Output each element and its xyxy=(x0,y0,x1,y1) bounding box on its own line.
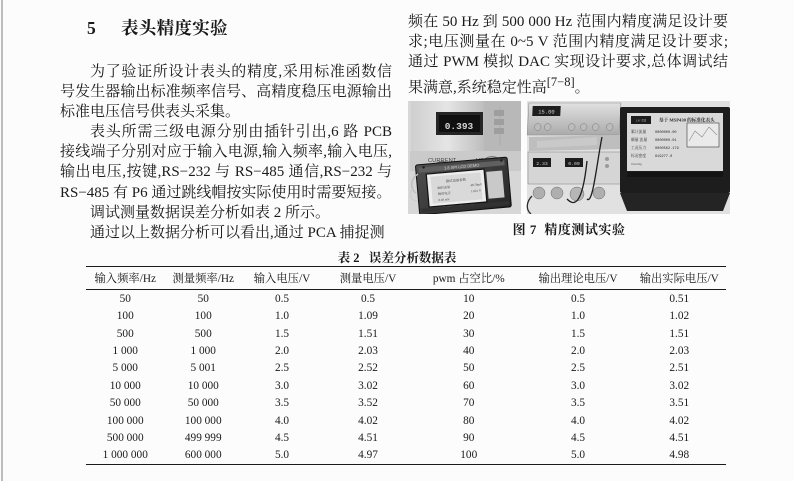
svg-text:0000000.00: 0000000.00 xyxy=(655,131,677,135)
svg-text:工况压力: 工况压力 xyxy=(631,145,646,150)
svg-text:Warning: Warning xyxy=(631,162,642,166)
svg-text:2.33: 2.33 xyxy=(536,161,548,167)
svg-text:标况密度: 标况密度 xyxy=(631,153,646,158)
svg-text:0000562.179: 0000562.179 xyxy=(655,147,679,151)
svg-text:基于 MSP430 的标准化表头: 基于 MSP430 的标准化表头 xyxy=(659,117,715,124)
svg-text:819277.0: 819277.0 xyxy=(655,155,672,159)
svg-text:0.00: 0.00 xyxy=(568,161,580,167)
svg-text:0000000.01: 0000000.01 xyxy=(655,139,677,143)
svg-text:瞬量 流量: 瞬量 流量 xyxy=(631,137,647,142)
svg-text:0.393: 0.393 xyxy=(445,121,474,132)
svg-text:1.8 寸屏: 1.8 寸屏 xyxy=(636,118,647,123)
svg-text:累计流量: 累计流量 xyxy=(631,129,646,134)
svg-text:15.00: 15.00 xyxy=(538,109,555,116)
